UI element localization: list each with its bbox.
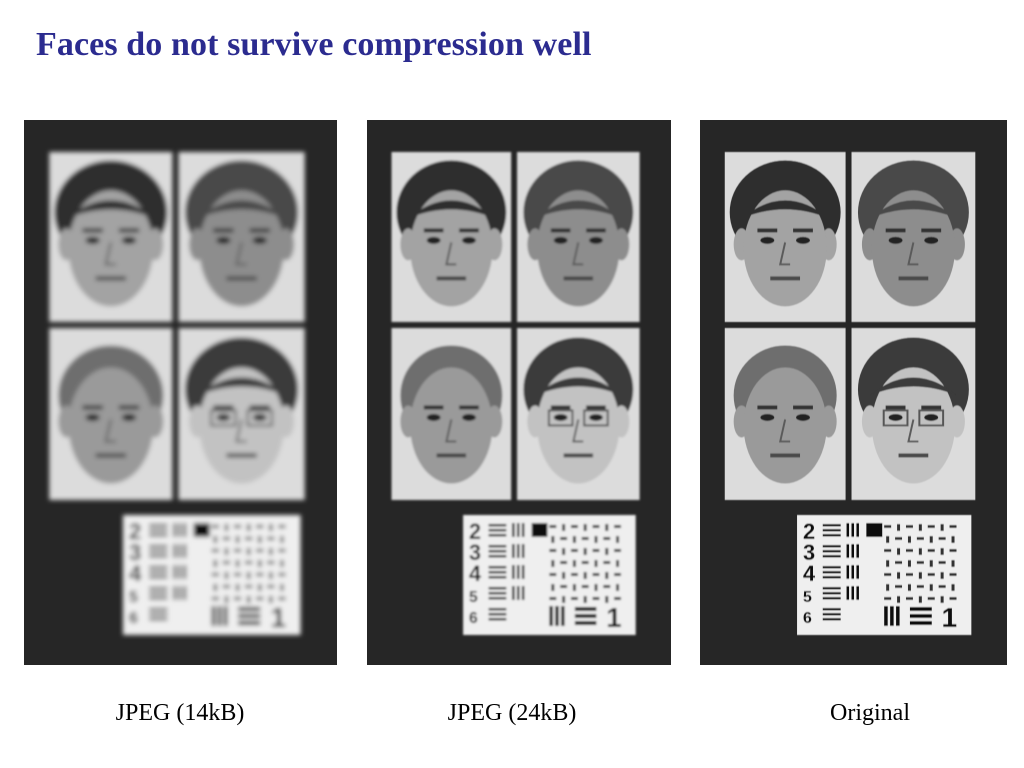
chart-row-number: 6 [129,609,138,627]
face-photo [851,328,976,500]
resolution-test-chart: 234 5 6 1 [463,515,636,635]
slide-title: Faces do not survive compression well [36,26,592,63]
chart-corner-number: 1 [606,602,621,633]
resolution-test-chart: 234 5 6 1 [797,515,972,635]
chart-row-number: 6 [803,610,812,627]
chart-corner-number: 1 [942,602,957,633]
caption-original: Original [830,700,910,726]
face-photo [49,328,173,500]
resolution-test-chart: 234 5 6 1 [122,515,301,635]
chart-row-number: 5 [129,588,138,606]
face-grid-image: 234 5 6 1 [49,152,305,635]
face-photo [178,328,305,500]
chart-row-number: 3 [469,540,481,565]
face-photo [517,152,640,322]
chart-row-number: 4 [129,561,142,586]
chart-row-number: 5 [469,589,478,606]
face-photo [391,328,512,500]
face-photo [851,152,976,322]
face-photo [49,152,173,322]
chart-corner-number: 1 [270,602,286,633]
caption-jpeg-14kb: JPEG (14kB) [115,700,245,726]
chart-row-number: 5 [803,589,812,606]
face-photo [724,328,846,500]
face-photo [517,328,640,500]
chart-row-number: 3 [803,540,815,565]
face-grid-image: 234 5 6 1 [724,152,976,635]
face-grid-image: 234 5 6 1 [391,152,640,635]
face-photo [391,152,512,322]
chart-row-number: 2 [129,519,141,544]
caption-jpeg-24kb: JPEG (24kB) [447,700,577,726]
chart-row-number: 4 [469,561,481,586]
face-photo [724,152,846,322]
chart-row-number: 3 [129,540,141,565]
chart-row-number: 4 [803,561,816,586]
face-photo [178,152,305,322]
chart-row-number: 6 [469,610,478,627]
chart-row-number: 2 [469,519,481,544]
chart-row-number: 2 [803,519,815,544]
